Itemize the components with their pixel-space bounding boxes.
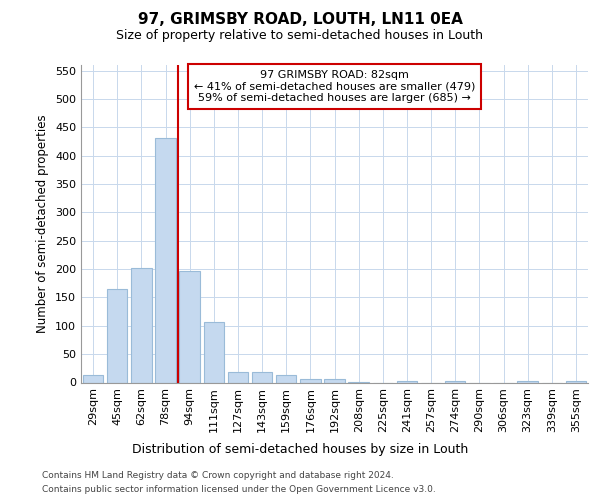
Text: 97 GRIMSBY ROAD: 82sqm
← 41% of semi-detached houses are smaller (479)
59% of se: 97 GRIMSBY ROAD: 82sqm ← 41% of semi-det…: [194, 70, 475, 103]
Y-axis label: Number of semi-detached properties: Number of semi-detached properties: [37, 114, 49, 333]
Bar: [155, 138, 176, 382]
Bar: [397, 381, 417, 382]
Text: Contains public sector information licensed under the Open Government Licence v3: Contains public sector information licen…: [42, 485, 436, 494]
Bar: [203, 322, 224, 382]
Text: 97, GRIMSBY ROAD, LOUTH, LN11 0EA: 97, GRIMSBY ROAD, LOUTH, LN11 0EA: [137, 12, 463, 26]
Bar: [276, 374, 296, 382]
Bar: [83, 375, 103, 382]
Bar: [107, 289, 127, 382]
Bar: [179, 272, 200, 382]
Bar: [300, 379, 320, 382]
Text: Size of property relative to semi-detached houses in Louth: Size of property relative to semi-detach…: [116, 29, 484, 42]
Text: Contains HM Land Registry data © Crown copyright and database right 2024.: Contains HM Land Registry data © Crown c…: [42, 471, 394, 480]
Bar: [445, 381, 466, 382]
Bar: [324, 378, 345, 382]
Bar: [252, 372, 272, 382]
Bar: [566, 381, 586, 382]
Bar: [227, 372, 248, 382]
Text: Distribution of semi-detached houses by size in Louth: Distribution of semi-detached houses by …: [132, 442, 468, 456]
Bar: [131, 268, 152, 382]
Bar: [517, 381, 538, 382]
